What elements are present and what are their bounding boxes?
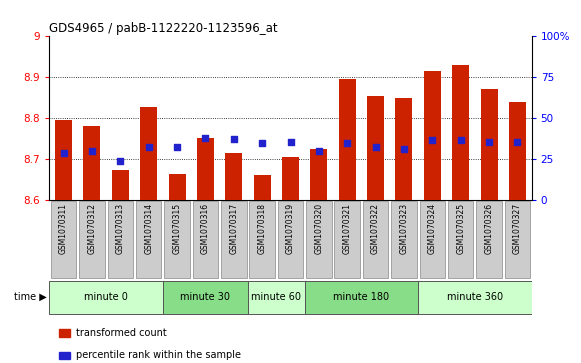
Point [229, 136, 238, 142]
Bar [59, 352, 70, 359]
Point [144, 144, 153, 150]
Text: minute 0: minute 0 [84, 292, 128, 302]
Point [399, 146, 408, 151]
Point [87, 148, 96, 154]
FancyBboxPatch shape [335, 201, 360, 278]
Point [485, 139, 494, 145]
FancyBboxPatch shape [418, 281, 532, 314]
Text: minute 360: minute 360 [447, 292, 503, 302]
Bar [480, 89, 497, 200]
Text: GSM1070323: GSM1070323 [400, 203, 408, 254]
Text: GSM1070312: GSM1070312 [87, 203, 96, 254]
Text: GSM1070326: GSM1070326 [485, 203, 494, 254]
FancyBboxPatch shape [419, 201, 445, 278]
Text: minute 60: minute 60 [252, 292, 302, 302]
FancyBboxPatch shape [249, 201, 275, 278]
FancyBboxPatch shape [304, 281, 418, 314]
FancyBboxPatch shape [248, 281, 304, 314]
Point [428, 138, 437, 143]
Bar [197, 138, 214, 200]
Text: GSM1070315: GSM1070315 [173, 203, 181, 254]
FancyBboxPatch shape [278, 201, 303, 278]
FancyBboxPatch shape [448, 201, 474, 278]
Bar [310, 148, 327, 200]
Point [59, 150, 68, 156]
Text: GSM1070314: GSM1070314 [144, 203, 153, 254]
Bar [84, 126, 101, 200]
Text: GSM1070313: GSM1070313 [116, 203, 125, 254]
Text: GSM1070325: GSM1070325 [456, 203, 465, 254]
Text: GSM1070322: GSM1070322 [371, 203, 380, 254]
Text: GSM1070319: GSM1070319 [286, 203, 295, 254]
Bar [254, 175, 271, 200]
Bar [55, 120, 72, 200]
FancyBboxPatch shape [136, 201, 162, 278]
FancyBboxPatch shape [221, 201, 246, 278]
Point [343, 140, 352, 146]
Bar [367, 95, 384, 200]
Point [314, 148, 324, 154]
FancyBboxPatch shape [363, 201, 388, 278]
FancyBboxPatch shape [163, 281, 248, 314]
Bar [282, 157, 299, 200]
Text: GSM1070311: GSM1070311 [59, 203, 68, 254]
Point [173, 144, 182, 150]
Text: time ▶: time ▶ [14, 292, 46, 302]
Point [513, 139, 522, 145]
Point [371, 144, 380, 150]
FancyBboxPatch shape [505, 201, 530, 278]
FancyBboxPatch shape [51, 201, 76, 278]
Text: GSM1070316: GSM1070316 [201, 203, 210, 254]
Text: GSM1070324: GSM1070324 [428, 203, 437, 254]
Text: GSM1070327: GSM1070327 [513, 203, 522, 254]
Bar [225, 153, 242, 200]
Text: GDS4965 / pabB-1122220-1123596_at: GDS4965 / pabB-1122220-1123596_at [49, 22, 278, 35]
Bar [339, 79, 356, 200]
FancyBboxPatch shape [193, 201, 218, 278]
Text: GSM1070320: GSM1070320 [314, 203, 324, 254]
Point [456, 138, 465, 143]
Point [201, 135, 210, 140]
FancyBboxPatch shape [49, 281, 163, 314]
Text: percentile rank within the sample: percentile rank within the sample [76, 350, 241, 360]
FancyBboxPatch shape [306, 201, 332, 278]
Text: minute 180: minute 180 [333, 292, 389, 302]
Text: GSM1070318: GSM1070318 [257, 203, 267, 254]
Bar [59, 329, 70, 337]
Text: transformed count: transformed count [76, 328, 167, 338]
FancyBboxPatch shape [107, 201, 133, 278]
Text: GSM1070321: GSM1070321 [343, 203, 352, 254]
FancyBboxPatch shape [164, 201, 190, 278]
Bar [452, 65, 469, 200]
Bar [509, 102, 526, 200]
Text: minute 30: minute 30 [181, 292, 231, 302]
Bar [424, 71, 441, 200]
Point [116, 158, 125, 164]
Point [257, 140, 267, 146]
Text: GSM1070317: GSM1070317 [229, 203, 238, 254]
Bar [396, 98, 413, 200]
Bar [168, 174, 185, 200]
FancyBboxPatch shape [79, 201, 105, 278]
FancyBboxPatch shape [476, 201, 502, 278]
FancyBboxPatch shape [391, 201, 417, 278]
Bar [140, 107, 157, 200]
Bar [112, 170, 129, 200]
Point [286, 139, 295, 145]
